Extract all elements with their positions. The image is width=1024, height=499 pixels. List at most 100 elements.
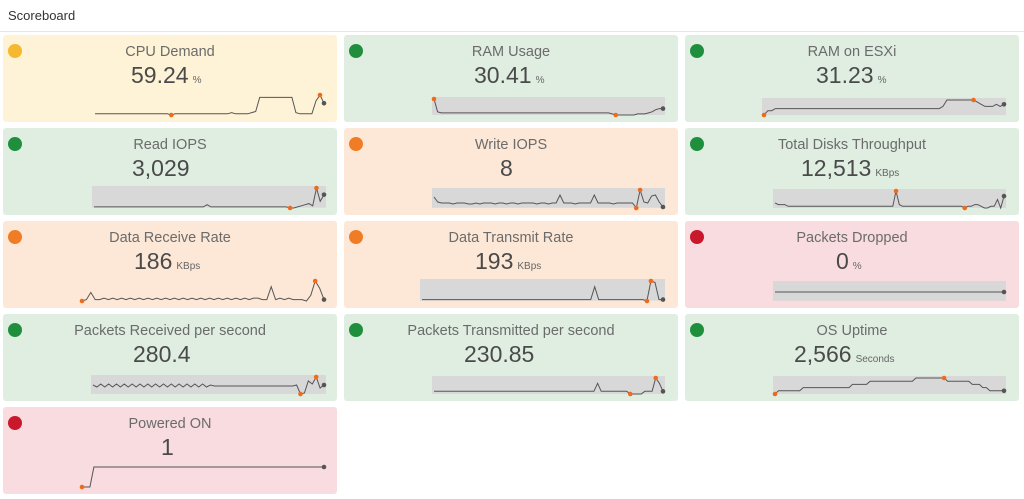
tile-packets-dropped[interactable]: Packets Dropped 0%	[685, 221, 1019, 308]
tile-value-number: 31.23	[816, 62, 874, 88]
tile-value-unit: %	[535, 75, 545, 86]
tile-packets-transmitted-per-second[interactable]: Packets Transmitted per second 230.85	[344, 314, 678, 401]
sparkline-max-marker	[653, 375, 659, 381]
tile-label: Data Transmit Rate	[448, 230, 574, 246]
sparkline-chart	[432, 375, 666, 397]
sparkline-normal-band	[773, 376, 1006, 394]
scoreboard-header: Scoreboard	[0, 0, 1024, 32]
tile-cpu-demand[interactable]: CPU Demand 59.24%	[3, 35, 337, 122]
tile-total-disks-throughput[interactable]: Total Disks Throughput 12,513 KBps	[685, 128, 1019, 215]
status-dot-icon	[349, 44, 363, 58]
sparkline-min-marker	[298, 391, 303, 397]
sparkline-max-marker	[648, 278, 654, 284]
sparkline-last-marker	[1001, 193, 1007, 199]
sparkline-line	[95, 94, 325, 116]
tile-value: 30.41%	[474, 64, 544, 87]
tile-value-unit: %	[877, 75, 887, 86]
status-dot-icon	[8, 44, 22, 58]
sparkline-min-marker	[962, 205, 968, 211]
tile-value: 3,029	[132, 157, 194, 180]
tile-value-number: 30.41	[474, 62, 532, 88]
tile-data-receive-rate[interactable]: Data Receive Rate 186 KBps	[3, 221, 337, 308]
sparkline-last-marker	[1001, 101, 1007, 107]
sparkline-max-marker	[317, 92, 323, 98]
sparkline-last-marker	[660, 204, 666, 210]
sparkline-normal-band	[773, 189, 1006, 208]
tile-value: 186 KBps	[134, 250, 200, 273]
tile-value-unit: KBps	[517, 261, 542, 272]
tile-os-uptime[interactable]: OS Uptime 2,566 Seconds	[685, 314, 1019, 401]
sparkline-chart	[772, 375, 1007, 397]
sparkline-max-marker	[313, 374, 319, 380]
sparkline-last-marker	[660, 106, 666, 111]
tile-label: Write IOPS	[474, 137, 548, 153]
sparkline-chart	[773, 188, 1007, 211]
sparkline-chart	[91, 374, 327, 397]
sparkline-line	[774, 377, 1004, 395]
tile-value-number: 280.4	[133, 341, 191, 367]
status-dot-icon	[349, 323, 363, 337]
tile-data-transmit-rate[interactable]: Data Transmit Rate 193 KBps	[344, 221, 678, 308]
sparkline-chart	[431, 96, 666, 118]
sparkline-normal-band	[420, 279, 665, 301]
tile-label: Packets Dropped	[796, 230, 908, 246]
tile-value-unit: KBps	[875, 168, 900, 179]
sparkline-normal-band	[432, 97, 665, 115]
tile-value-number: 2,566	[794, 341, 852, 367]
sparkline-max-marker	[971, 97, 976, 103]
tile-label: Total Disks Throughput	[777, 137, 927, 153]
tile-value-number: 1	[161, 434, 174, 460]
sparkline-max-marker	[312, 278, 318, 284]
status-dot-icon	[690, 137, 704, 151]
tile-value: 280.4	[133, 343, 195, 366]
tile-ram-usage[interactable]: RAM Usage 30.41%	[344, 35, 678, 122]
tile-powered-on[interactable]: Powered ON 1	[3, 407, 337, 494]
tile-label: RAM on ESXi	[807, 44, 897, 60]
tile-ram-on-esxi[interactable]: RAM on ESXi 31.23%	[685, 35, 1019, 122]
sparkline-last-marker	[1001, 388, 1007, 394]
tile-value-number: 3,029	[132, 155, 190, 181]
tile-read-iops[interactable]: Read IOPS 3,029	[3, 128, 337, 215]
tile-write-iops[interactable]: Write IOPS 8	[344, 128, 678, 215]
tile-value: 1	[161, 436, 178, 459]
sparkline-max-marker	[637, 187, 643, 193]
tile-label: Powered ON	[128, 416, 212, 432]
status-dot-icon	[8, 323, 22, 337]
sparkline-chart	[79, 278, 327, 304]
tile-value: 31.23%	[816, 64, 886, 87]
sparkline-min-marker	[644, 298, 650, 304]
sparkline-chart	[761, 97, 1007, 118]
sparkline-line	[81, 279, 325, 302]
tile-value-number: 8	[500, 155, 513, 181]
tile-packets-received-per-second[interactable]: Packets Received per second 280.4	[3, 314, 337, 401]
tile-label: Packets Received per second	[74, 323, 266, 339]
sparkline-line	[433, 98, 663, 116]
tile-value: 2,566 Seconds	[794, 343, 894, 366]
sparkline-min-marker	[613, 112, 619, 118]
status-dot-icon	[349, 137, 363, 151]
sparkline-max-marker	[431, 96, 437, 102]
sparkline-min-marker	[772, 391, 778, 397]
tile-value-unit: %	[192, 75, 202, 86]
sparkline-min-marker	[79, 484, 85, 490]
sparkline-line	[433, 188, 664, 210]
status-dot-icon	[690, 323, 704, 337]
tile-label: OS Uptime	[816, 323, 888, 339]
sparkline-min-marker	[79, 298, 85, 304]
tile-value-number: 193	[475, 248, 514, 274]
sparkline-line	[434, 376, 664, 395]
sparkline-chart	[773, 281, 1007, 301]
status-dot-icon	[8, 230, 22, 244]
tile-label: Data Receive Rate	[109, 230, 231, 246]
sparkline-normal-band	[92, 186, 326, 208]
tile-label: CPU Demand	[125, 44, 215, 60]
tile-value: 8	[500, 157, 517, 180]
sparkline-max-marker	[893, 188, 899, 194]
sparkline-chart	[95, 92, 327, 118]
tile-value-number: 186	[134, 248, 173, 274]
tile-value: 0%	[836, 250, 862, 273]
sparkline-normal-band	[762, 98, 1006, 116]
sparkline-last-marker	[321, 464, 327, 470]
sparkline-normal-band	[773, 281, 1006, 301]
tile-label: Packets Transmitted per second	[407, 323, 615, 339]
